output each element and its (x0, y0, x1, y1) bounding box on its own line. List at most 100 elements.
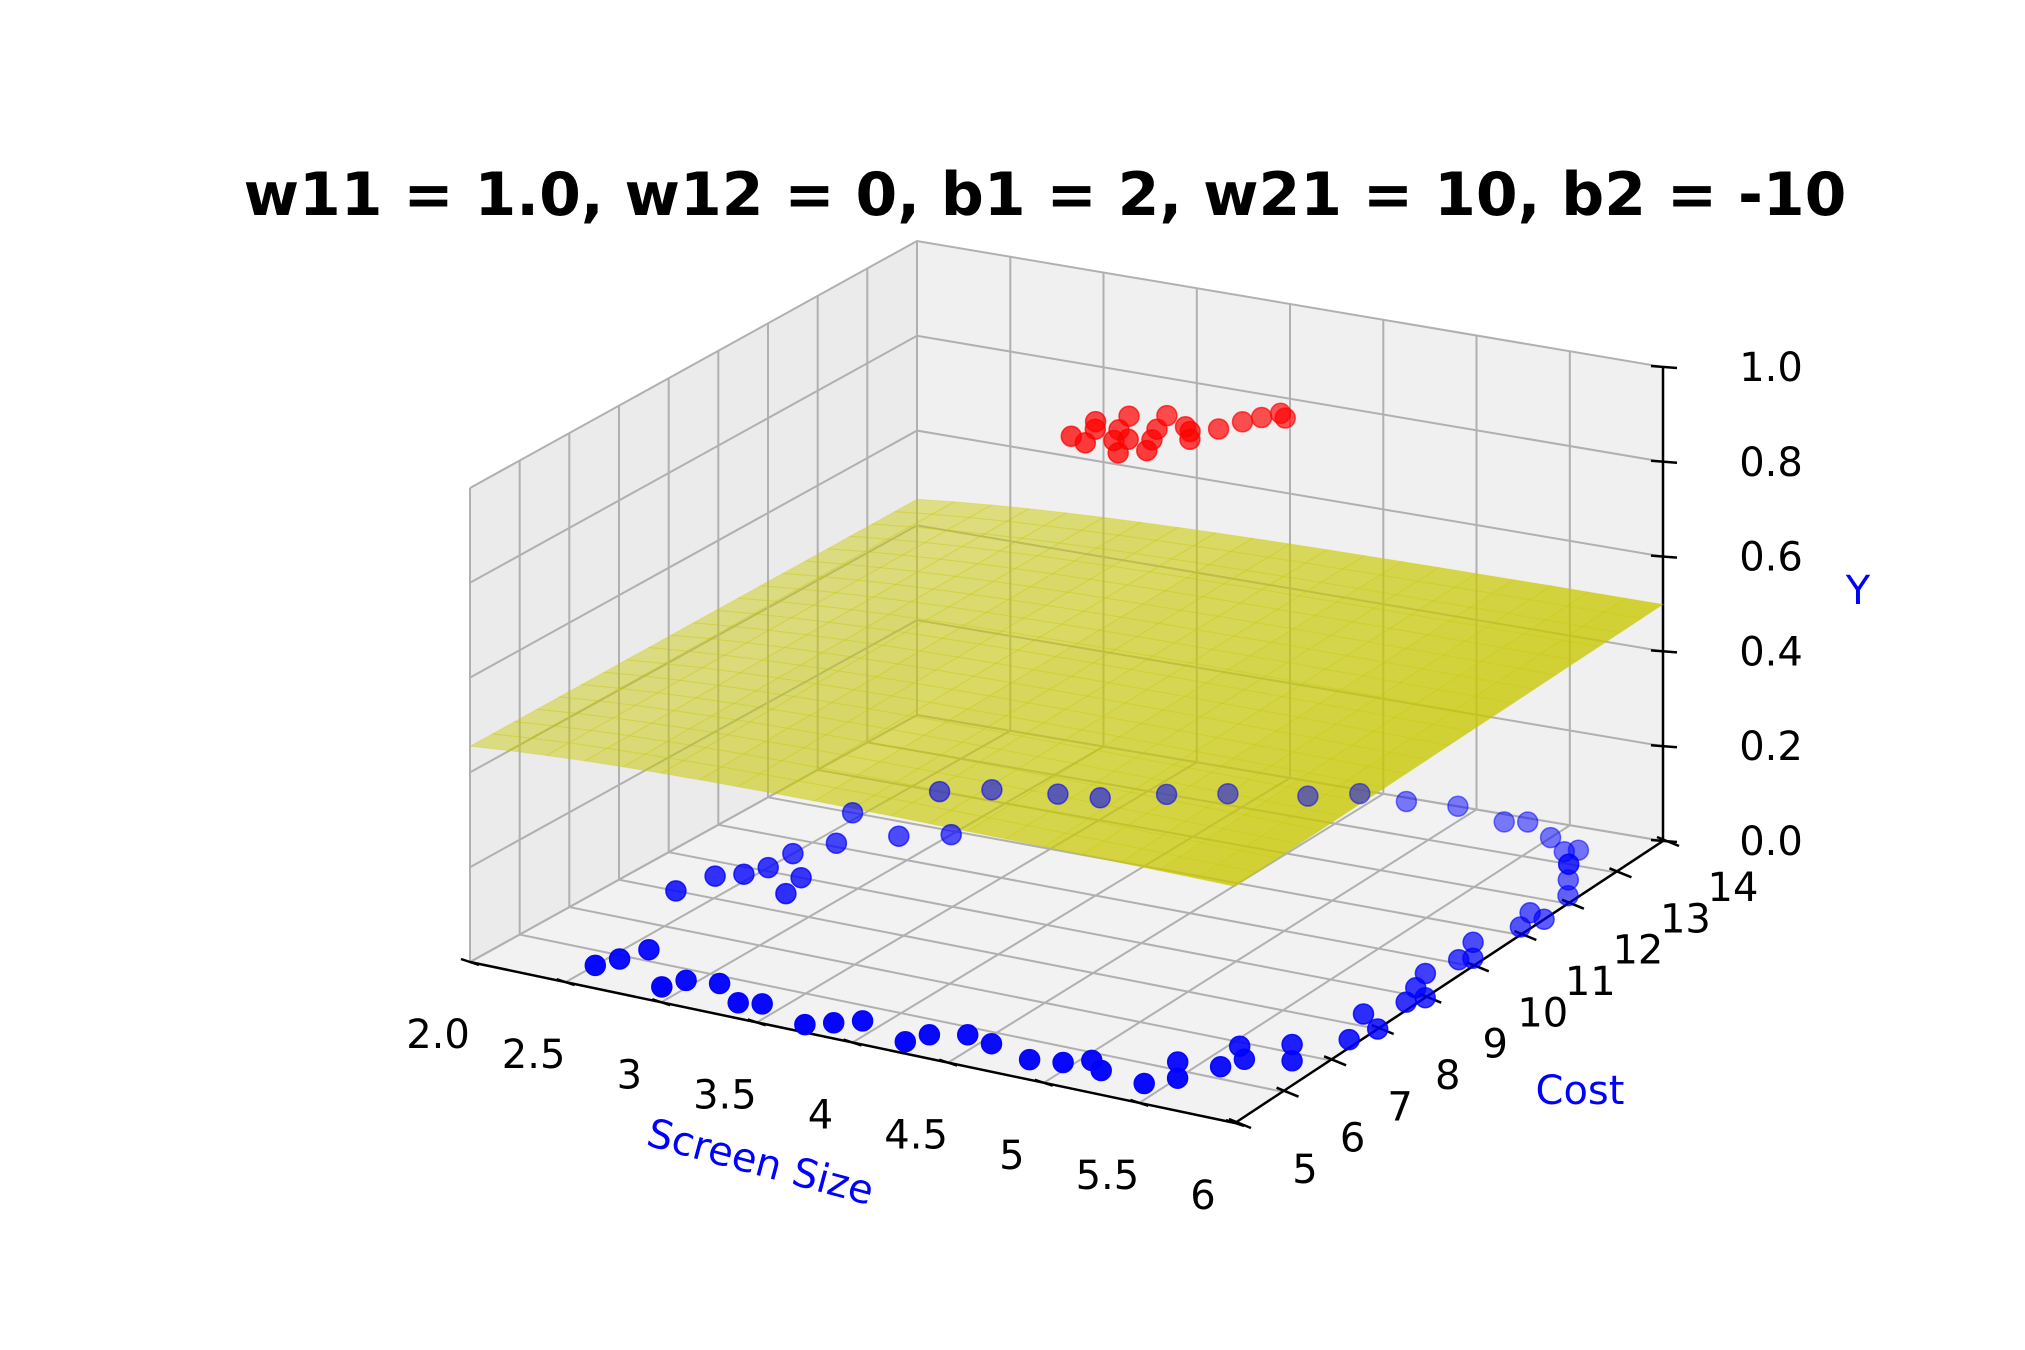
surface-patch (662, 650, 727, 669)
z-tick-label: 1.0 (1739, 345, 1803, 391)
surface-patch (551, 712, 615, 731)
class-0-point (1166, 1067, 1189, 1089)
surface-patch (490, 721, 555, 739)
class-0-point (727, 992, 749, 1014)
class-0-point (825, 832, 848, 854)
y-tick-label: 11 (1565, 959, 1616, 1005)
surface-patch (1602, 597, 1665, 620)
class-1-point (1274, 407, 1296, 429)
surface-patch (825, 535, 890, 553)
surface-patch (647, 634, 711, 652)
surface-patch (796, 575, 860, 594)
class-1-point (1179, 428, 1201, 451)
z-tick-label: 0.0 (1739, 819, 1803, 865)
class-0-point (733, 863, 755, 885)
y-tick-label: 12 (1612, 928, 1663, 974)
surface-patch (707, 625, 771, 644)
x-tick-label: 2.0 (406, 1012, 470, 1058)
class-0-point (1533, 908, 1555, 931)
surface-patch (529, 725, 593, 744)
class-0-point (1090, 1059, 1112, 1082)
class-0-point (1395, 991, 1417, 1013)
class-1-point (1107, 442, 1129, 464)
class-0-point (782, 842, 804, 865)
class-0-point (1509, 916, 1532, 938)
x-tick-label: 5 (999, 1133, 1024, 1179)
class-0-point (940, 823, 962, 846)
z-tick (1650, 649, 1678, 654)
surface-patch (602, 659, 667, 677)
class-0-point (1395, 790, 1418, 813)
y-tick-label: 14 (1708, 865, 1759, 911)
x-tick (651, 998, 671, 1007)
surface-patch (818, 563, 882, 581)
surface-patch (781, 560, 845, 577)
z-tick-label: 0.4 (1739, 629, 1803, 675)
x-tick-label: 6 (1190, 1173, 1215, 1219)
sigmoid-surface (468, 498, 1665, 887)
class-0-point (638, 938, 660, 961)
surface-patch (758, 572, 823, 590)
class-0-point (888, 825, 910, 847)
surface-patch (468, 733, 533, 752)
class-0-point (704, 865, 726, 887)
x-tick (556, 977, 576, 987)
class-0-point (956, 1024, 979, 1046)
class-0-point (928, 780, 951, 803)
class-0-point (981, 779, 1003, 801)
class-1-point (1207, 418, 1230, 440)
class-0-point (708, 972, 731, 995)
surface-patch (863, 538, 927, 556)
left-wall-pane (470, 241, 917, 962)
x-tick (843, 1038, 862, 1047)
class-0-point (1281, 1050, 1303, 1072)
class-0-point (794, 1013, 816, 1036)
x-tick (938, 1058, 958, 1067)
class-0-point (1557, 884, 1579, 907)
z-axis-label: Y (1845, 568, 1871, 614)
class-1-point (1231, 411, 1254, 433)
y-tick-label: 8 (1435, 1053, 1460, 1099)
class-0-point (841, 802, 864, 824)
class-0-point (1338, 1028, 1360, 1051)
gridline-z (469, 239, 1664, 489)
scatter-points (584, 402, 1590, 1095)
surface-patch (595, 687, 660, 706)
x-tick-label: 5.5 (1076, 1153, 1140, 1199)
surface-patch (640, 662, 704, 681)
surface-patch (573, 700, 638, 719)
z-tick-label: 0.2 (1739, 724, 1803, 770)
class-0-point (1233, 1048, 1256, 1071)
y-tick (1323, 1055, 1347, 1067)
class-0-point (1018, 1048, 1041, 1071)
chart-title: w11 = 1.0, w12 = 0, b1 = 2, w21 = 10, b2… (244, 160, 1847, 230)
surface-patch (580, 671, 644, 689)
y-axis-label: Cost (1536, 1068, 1625, 1114)
surface-patch (729, 613, 793, 631)
x-tick-label: 3 (617, 1052, 642, 1098)
class-0-point (1052, 1051, 1074, 1074)
class-0-point (980, 1032, 1003, 1055)
y-tick-label: 10 (1517, 990, 1568, 1036)
z-tick (1650, 838, 1678, 844)
y-tick-label: 5 (1292, 1147, 1317, 1193)
class-0-point (1352, 1003, 1375, 1025)
y-tick (1276, 1086, 1300, 1098)
x-tick (1034, 1078, 1054, 1087)
y-tick-label: 9 (1482, 1022, 1507, 1068)
class-0-point (1209, 1055, 1232, 1078)
x-tick-label: 3.5 (693, 1072, 757, 1118)
class-0-point (1133, 1072, 1155, 1095)
class-0-point (1047, 783, 1069, 805)
surface-patch (618, 675, 682, 694)
surface-patch (848, 523, 912, 540)
y-tick-label: 13 (1660, 896, 1711, 942)
class-0-point (851, 1010, 874, 1032)
class-0-point (608, 948, 631, 970)
x-tick (1129, 1098, 1149, 1108)
class-0-point (757, 856, 779, 879)
class-0-point (1349, 782, 1371, 805)
class-0-point (651, 976, 673, 998)
surface-patch (714, 597, 778, 615)
